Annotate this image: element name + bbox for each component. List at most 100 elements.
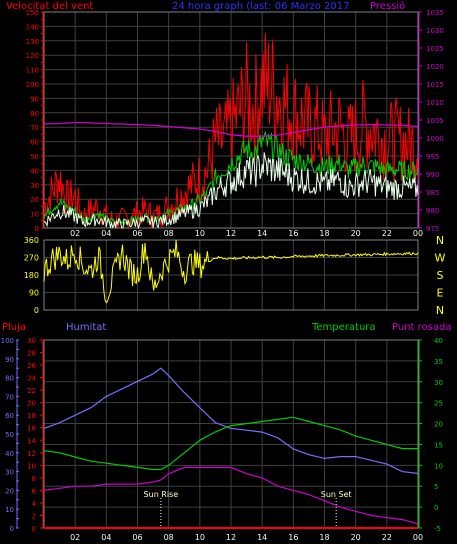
direction-tick-label: 270 <box>24 254 39 263</box>
temperature-x-tick-label: 02 <box>70 533 80 542</box>
rain-tick-label: 18 <box>27 412 36 420</box>
pressure-tick-label: 990 <box>426 171 439 179</box>
pressure-axis: 975 980 985 990 995 1000 1005 1010 1015 1020 1025 1… <box>418 9 444 233</box>
wind-speed-tick-label: 80 <box>30 110 39 118</box>
pressure-tick-label: 1015 <box>426 81 444 89</box>
wind-x-tick-label: 20 <box>351 229 361 238</box>
temperature-tick-label: 0 <box>434 504 438 512</box>
legend-rain: Pluja <box>2 322 26 333</box>
pressure-tick-label: 1005 <box>426 117 444 125</box>
compass-letter: E <box>437 287 444 300</box>
pressure-title: Pressió <box>370 0 405 12</box>
wind-x-tick-label: 04 <box>101 229 111 238</box>
temperature-x-tick-label: 10 <box>195 533 205 542</box>
direction-tick-label: 0 <box>34 306 39 315</box>
direction-tick-label: 180 <box>24 271 39 280</box>
humidity-tick-label: 30 <box>5 469 14 477</box>
temperature-x-tick-label: 08 <box>164 533 174 542</box>
temperature-x-tick-label: 00 <box>413 533 423 542</box>
rain-tick-label: 12 <box>27 450 36 458</box>
humidity-tick-label: 20 <box>5 487 14 495</box>
temperature-tick-label: 15 <box>434 441 443 449</box>
wind-x-axis: 02 04 06 08 10 12 14 16 18 20 22 00 <box>70 229 423 238</box>
graph-title: 24 hora graph (last: 06 Marzo 2017 <box>172 1 349 12</box>
direction-line <box>43 239 419 304</box>
pressure-tick-label: 1010 <box>426 99 444 107</box>
series-humitat <box>43 367 419 475</box>
rain-tick-label: 14 <box>27 437 36 445</box>
wind-speed-axis: 0 10 20 30 40 50 60 70 80 90 100 110 120 130 140 150 <box>26 9 44 233</box>
temperature-tick-label: 20 <box>434 421 443 429</box>
sun-marker-label: Sun Set <box>321 490 352 499</box>
temperature-tick-label: 10 <box>434 462 443 470</box>
rain-tick-label: 10 <box>27 462 36 470</box>
pressure-tick-label: 985 <box>426 189 439 197</box>
rain-tick-label: 2 <box>32 512 36 520</box>
direction-tick-label: 360 <box>24 236 39 245</box>
wind-speed-tick-label: 50 <box>30 153 39 161</box>
compass-letter: W <box>435 252 446 265</box>
series-punt-rosada <box>43 466 419 525</box>
wind-x-tick-label: 02 <box>70 229 80 238</box>
wind-speed-tick-label: 100 <box>26 81 39 89</box>
wind-speed-tick-label: 130 <box>26 38 39 46</box>
pressure-tick-label: 975 <box>426 225 439 233</box>
wind-speed-tick-label: 10 <box>30 211 39 219</box>
pressure-tick-label: 980 <box>426 207 439 215</box>
sun-annotations: Sun Rise Sun Set <box>144 490 352 526</box>
rain-tick-label: 0 <box>32 525 36 533</box>
temperature-tick-label: 25 <box>434 400 443 408</box>
humidity-tick-label: 70 <box>5 393 14 401</box>
wind-speed-tick-label: 150 <box>26 9 39 17</box>
temperature-x-tick-label: 22 <box>382 533 392 542</box>
temperature-tick-label: 5 <box>434 483 438 491</box>
direction-tick-label: 90 <box>29 289 39 298</box>
pressure-tick-label: 995 <box>426 153 439 161</box>
legend-temperature: Temperatura <box>311 322 376 333</box>
rain-tick-label: 6 <box>32 487 37 495</box>
temperature-tick-label: 35 <box>434 358 443 366</box>
wind-speed-tick-label: 40 <box>30 167 39 175</box>
humidity-tick-label: 60 <box>5 412 14 420</box>
wind-speed-tick-label: 0 <box>35 225 39 233</box>
pressure-tick-label: 1030 <box>426 27 444 35</box>
pressure-tick-label: 1025 <box>426 45 444 53</box>
rain-tick-label: 16 <box>27 425 36 433</box>
temperature-x-axis: 02 04 06 08 10 12 14 16 18 20 22 00 <box>70 533 423 542</box>
wind-series-green <box>43 131 419 227</box>
wind-x-tick-label: 00 <box>413 229 423 238</box>
temperature-x-tick-label: 12 <box>226 533 236 542</box>
wind-speed-tick-label: 110 <box>26 67 39 75</box>
temperature-series <box>43 367 419 529</box>
humidity-axis: 0 10 20 30 40 50 60 70 80 90 100 <box>1 337 19 533</box>
wind-x-tick-label: 14 <box>257 229 267 238</box>
legend-dew-point: Punt rosada <box>392 322 451 333</box>
rain-tick-label: 20 <box>27 400 36 408</box>
direction-series <box>43 239 419 304</box>
humidity-tick-label: 40 <box>5 450 14 458</box>
pressure-tick-label: 1035 <box>426 9 444 17</box>
temperature-x-tick-label: 14 <box>257 533 267 542</box>
temperature-tick-label: 30 <box>434 379 443 387</box>
wind-series <box>43 32 419 230</box>
rain-tick-label: 30 <box>27 337 36 345</box>
temperature-x-tick-label: 16 <box>288 533 298 542</box>
humidity-tick-label: 80 <box>5 375 14 383</box>
temperature-axis: -5 0 5 10 15 20 25 30 35 40 <box>418 337 443 533</box>
pressure-line <box>43 121 419 137</box>
wind-x-tick-label: 10 <box>195 229 205 238</box>
humidity-tick-label: 0 <box>10 525 14 533</box>
humidity-tick-label: 100 <box>1 337 14 345</box>
temperature-tick-label: 40 <box>434 337 443 345</box>
wind-speed-tick-label: 60 <box>30 139 39 147</box>
temperature-x-tick-label: 04 <box>101 533 111 542</box>
wind-series-white <box>43 152 419 230</box>
pressure-tick-label: 1000 <box>426 135 444 143</box>
rain-tick-label: 22 <box>27 387 36 395</box>
